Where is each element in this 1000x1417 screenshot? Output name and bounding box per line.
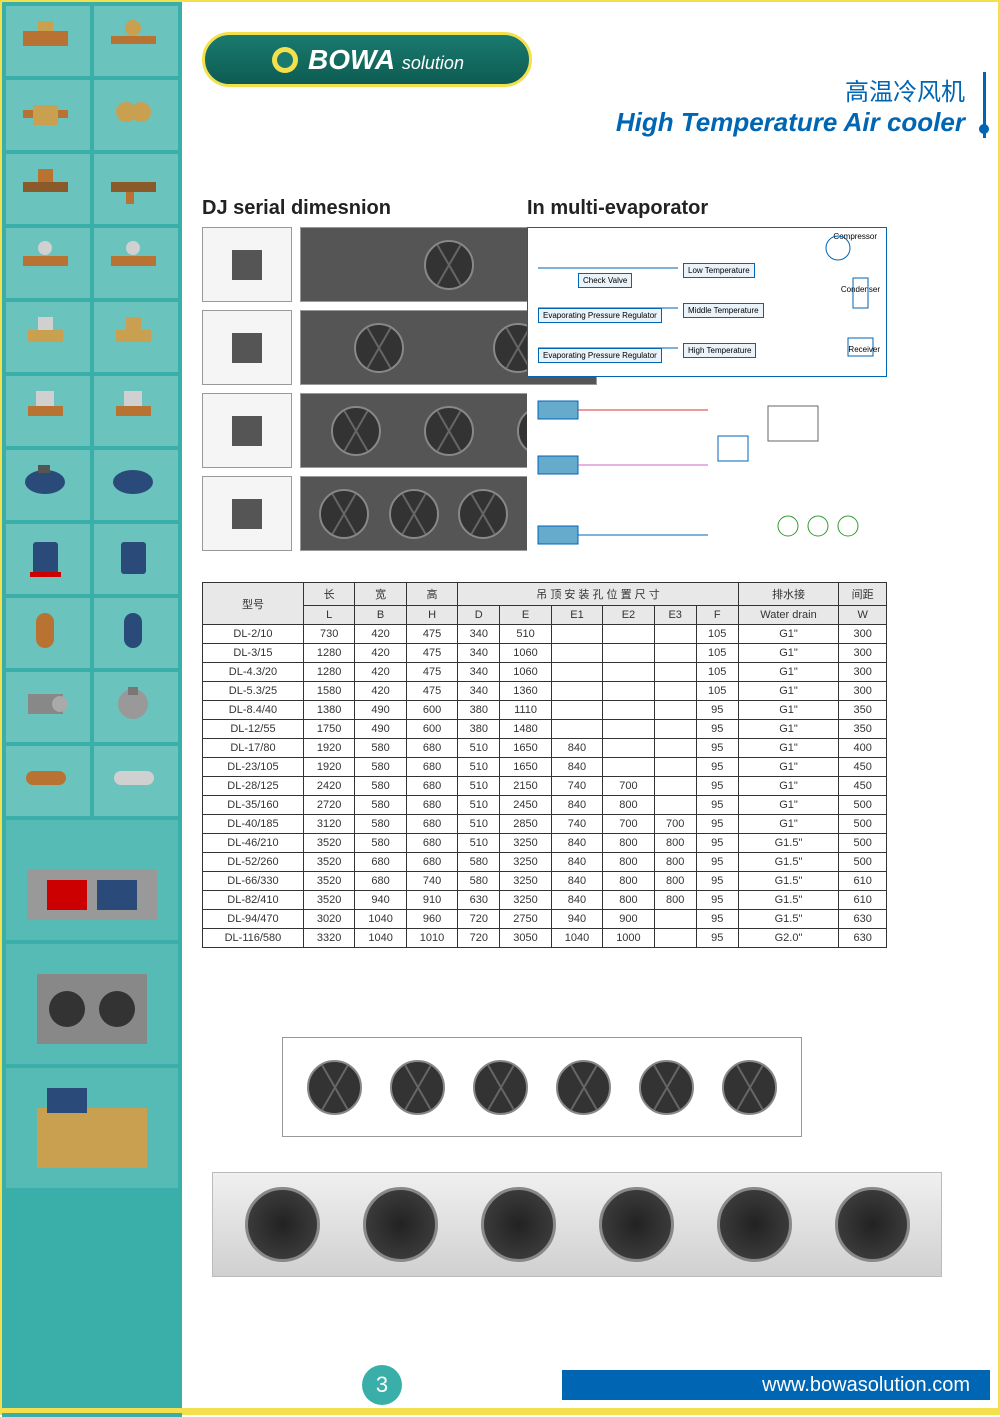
- th-spacing: 间距: [839, 583, 887, 606]
- product-thumb: [94, 598, 178, 668]
- th-ceiling: 吊 顶 安 装 孔 位 置 尺 寸: [458, 583, 738, 606]
- table-row: DL-3/1512804204753401060105G1"300: [203, 644, 887, 663]
- table-row: DL-23/1051920580680510165084095G1"450: [203, 758, 887, 777]
- table-row: DL-28/1252420580680510215074070095G1"450: [203, 777, 887, 796]
- product-thumb: [6, 450, 90, 520]
- product-thumb: [94, 80, 178, 150]
- catalog-page: BOWA solution 高温冷风机 High Temperature Air…: [0, 0, 1000, 1415]
- page-footer: 3 www.bowasolution.com: [182, 1365, 998, 1405]
- product-thumb: [6, 524, 90, 594]
- page-number: 3: [362, 1365, 402, 1405]
- product-sidebar: [2, 2, 182, 1417]
- product-thumb: [94, 228, 178, 298]
- table-row: DL-12/551750490600380148095G1"350: [203, 720, 887, 739]
- product-thumb: [94, 524, 178, 594]
- product-thumb: [6, 598, 90, 668]
- product-photo: [212, 1172, 942, 1277]
- th-length: 长: [303, 583, 354, 606]
- table-row: DL-94/47030201040960720275094090095G1.5"…: [203, 910, 887, 929]
- brand-logo: BOWA solution: [202, 32, 532, 87]
- th-width: 宽: [355, 583, 406, 606]
- table-row: DL-5.3/2515804204753401360105G1"300: [203, 682, 887, 701]
- product-thumb: [94, 302, 178, 372]
- footer-url: www.bowasolution.com: [562, 1370, 990, 1400]
- th-height: 高: [406, 583, 457, 606]
- table-row: DL-82/4103520940910630325084080080095G1.…: [203, 891, 887, 910]
- product-thumb: [6, 80, 90, 150]
- table-row: DL-52/2603520680680580325084080080095G1.…: [203, 853, 887, 872]
- table-row: DL-116/58033201040101072030501040100095G…: [203, 929, 887, 948]
- product-thumb: [6, 6, 90, 76]
- epr-label: Evaporating Pressure Regulator: [538, 348, 662, 363]
- compressor-label: Compressor: [829, 230, 881, 243]
- product-system: [6, 1068, 178, 1188]
- table-row: DL-35/1602720580680510245084080095G1"500: [203, 796, 887, 815]
- brand-suffix: solution: [402, 53, 464, 73]
- product-thumb: [94, 746, 178, 816]
- section2-heading: In multi-evaporator: [527, 197, 708, 220]
- product-thumb: [94, 376, 178, 446]
- system-schematic: Check Valve Evaporating Pressure Regulat…: [527, 227, 887, 572]
- low-temp-label: Low Temperature: [683, 263, 755, 278]
- th-drain: 排水接: [738, 583, 839, 606]
- product-thumb: [6, 672, 90, 742]
- product-thumb: [6, 228, 90, 298]
- product-thumb: [6, 154, 90, 224]
- product-thumb: [6, 746, 90, 816]
- receiver-label: Receiver: [844, 343, 884, 356]
- product-unit: [6, 944, 178, 1064]
- section1-heading: DJ serial dimesnion: [202, 197, 391, 220]
- product-thumb: [94, 450, 178, 520]
- table-row: DL-8.4/401380490600380111095G1"350: [203, 701, 887, 720]
- table-row: DL-17/801920580680510165084095G1"400: [203, 739, 887, 758]
- product-thumb: [6, 376, 90, 446]
- title-chinese: 高温冷风机: [616, 72, 965, 107]
- condenser-label: Condenser: [837, 283, 884, 296]
- product-thumb: [6, 302, 90, 372]
- product-thumb: [94, 672, 178, 742]
- title-english: High Temperature Air cooler: [616, 107, 965, 138]
- th-model: 型号: [203, 583, 304, 625]
- table-row: DL-46/2103520580680510325084080080095G1.…: [203, 834, 887, 853]
- six-fan-diagram: [282, 1037, 802, 1137]
- dimension-table: 型号 长 宽 高 吊 顶 安 装 孔 位 置 尺 寸 排水接 间距 L B H …: [202, 582, 887, 948]
- table-row: DL-4.3/2012804204753401060105G1"300: [203, 663, 887, 682]
- table-row: DL-66/3303520680740580325084080080095G1.…: [203, 872, 887, 891]
- product-thumb: [94, 6, 178, 76]
- page-title: 高温冷风机 High Temperature Air cooler: [616, 72, 986, 138]
- product-thumb: [94, 154, 178, 224]
- table-row: DL-2/10730420475340510105G1"300: [203, 625, 887, 644]
- mid-temp-label: Middle Temperature: [683, 303, 764, 318]
- epr-label: Evaporating Pressure Regulator: [538, 308, 662, 323]
- high-temp-label: High Temperature: [683, 343, 756, 358]
- table-row: DL-40/1853120580680510285074070070095G1"…: [203, 815, 887, 834]
- brand-name: BOWA: [308, 44, 394, 75]
- product-assembly: [6, 820, 178, 940]
- check-valve-label: Check Valve: [578, 273, 632, 288]
